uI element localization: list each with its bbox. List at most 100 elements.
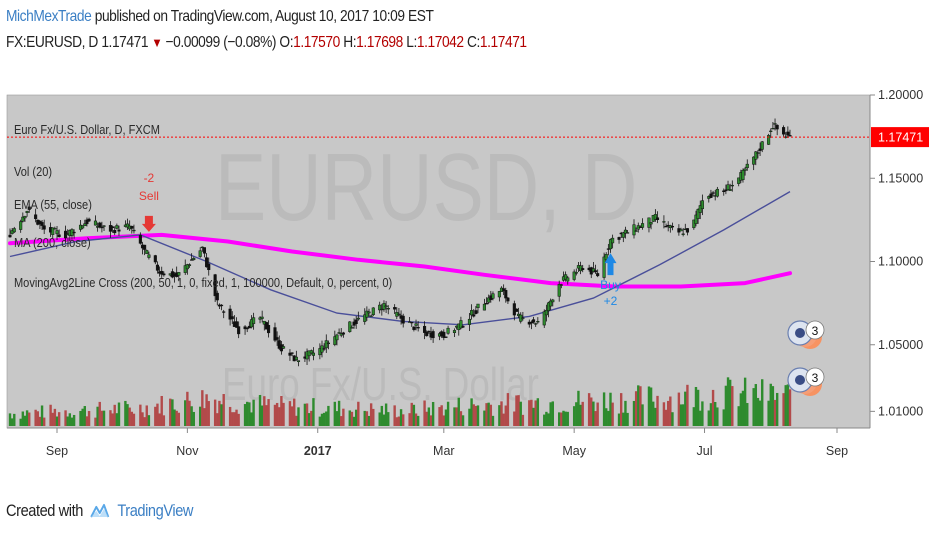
volume-bar	[124, 400, 127, 426]
volume-bar	[549, 402, 552, 426]
candle-body	[754, 151, 758, 160]
candle-body	[34, 214, 38, 220]
candle	[228, 305, 232, 326]
volume-bar	[318, 416, 322, 426]
volume-bar	[173, 409, 176, 426]
volume-bar	[711, 389, 715, 426]
candle-body	[83, 223, 87, 226]
candle-body	[529, 321, 533, 324]
volume-bar	[423, 400, 426, 426]
candle	[472, 309, 476, 318]
candle	[335, 333, 339, 346]
candle	[21, 212, 25, 223]
candle-body	[608, 239, 613, 250]
time-tick-label: Nov	[176, 444, 199, 458]
candle-body	[623, 229, 628, 234]
volume-bar	[694, 386, 698, 426]
legend-ma: MA (200, close)	[14, 235, 91, 250]
candle	[288, 349, 292, 361]
candle	[132, 224, 136, 234]
candle	[591, 262, 595, 273]
candle-body	[551, 299, 555, 303]
candle	[378, 301, 382, 314]
author-link[interactable]: MichMexTrade	[6, 8, 92, 25]
candle	[130, 225, 134, 234]
volume-bar	[186, 391, 189, 426]
candle	[260, 310, 264, 323]
volume-bar	[491, 415, 495, 426]
candle-body	[130, 226, 134, 229]
candle-body	[696, 208, 700, 219]
candle-body	[143, 244, 147, 250]
candle-body	[21, 216, 25, 222]
volume-bar	[213, 399, 217, 426]
candle-body	[549, 300, 553, 307]
volume-bar	[637, 385, 640, 426]
candle-body	[427, 330, 431, 333]
candle	[42, 219, 46, 235]
low-value: 1.17042	[416, 34, 464, 51]
candle-body	[228, 308, 232, 320]
candle	[177, 271, 181, 282]
candle-body	[252, 317, 256, 324]
volume-bar	[340, 416, 343, 426]
candle-body	[341, 332, 345, 335]
candle-body	[431, 331, 435, 339]
volume-bar	[220, 404, 223, 426]
candle-body	[185, 264, 189, 270]
volume-bar	[96, 406, 99, 426]
sell-signal-label: Sell	[139, 189, 159, 203]
candle-body	[296, 360, 301, 362]
volume-bar	[594, 411, 597, 426]
volume-bar	[592, 401, 595, 426]
volume-bar	[701, 401, 704, 426]
candle-body	[100, 226, 104, 229]
candle-body	[12, 228, 16, 233]
volume-bar	[198, 406, 202, 426]
volume-bar	[500, 401, 503, 426]
price-chart[interactable]: EURUSD, D Euro Fx/U.S. Dollar -2 Sell Buy +…	[0, 88, 932, 470]
volume-bar	[639, 386, 642, 426]
volume-bar	[784, 385, 787, 426]
event-badge[interactable]: 3	[787, 367, 825, 396]
volume-bar	[767, 400, 770, 426]
volume-bar	[352, 416, 356, 426]
tradingview-logo-icon	[90, 503, 110, 518]
candle	[410, 321, 414, 327]
candle	[153, 254, 157, 265]
candle	[252, 312, 256, 330]
volume-bar	[528, 400, 531, 426]
volume-bar	[707, 410, 710, 426]
candle-body	[414, 323, 418, 326]
candle-body	[309, 350, 313, 354]
volume-bar	[756, 397, 760, 426]
candle	[608, 238, 613, 253]
buy-signal: Buy +2	[600, 253, 621, 308]
candle-body	[670, 225, 675, 228]
volume-bar	[453, 407, 456, 426]
candle	[487, 294, 491, 305]
volume-bar	[51, 412, 54, 426]
candle	[775, 124, 779, 136]
candle	[371, 307, 375, 317]
publish-header: MichMexTrade published on TradingView.co…	[6, 8, 434, 26]
volume-bar	[566, 411, 569, 426]
candle	[237, 321, 241, 339]
candle-body	[758, 148, 762, 151]
candle-body	[57, 234, 61, 237]
volume-bar	[378, 412, 381, 426]
volume-bar	[684, 391, 687, 426]
candle	[574, 268, 578, 276]
candle-body	[25, 211, 29, 213]
candle-body	[281, 346, 286, 349]
candle	[497, 290, 501, 302]
badge-count: 3	[812, 371, 819, 385]
tradingview-link[interactable]: TradingView	[117, 501, 194, 520]
volume-bar	[743, 377, 747, 426]
candle	[367, 308, 371, 317]
event-badge[interactable]: 3	[787, 320, 825, 349]
candle	[81, 225, 85, 230]
volume-bar	[273, 404, 277, 426]
candle-body	[397, 313, 401, 316]
volume-bar	[649, 387, 653, 426]
